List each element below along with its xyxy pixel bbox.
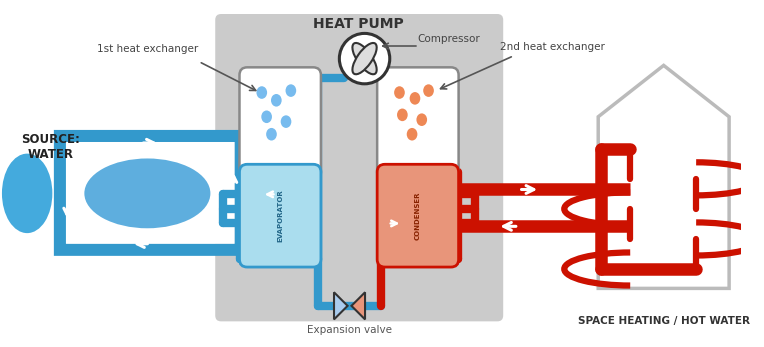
Circle shape xyxy=(339,33,390,84)
Text: HEAT PUMP: HEAT PUMP xyxy=(313,17,404,31)
Text: SOURCE:
WATER: SOURCE: WATER xyxy=(21,133,80,161)
FancyBboxPatch shape xyxy=(377,164,458,267)
Ellipse shape xyxy=(84,159,210,228)
FancyBboxPatch shape xyxy=(66,142,235,244)
Ellipse shape xyxy=(397,109,408,121)
Text: Expansion valve: Expansion valve xyxy=(307,325,392,335)
Ellipse shape xyxy=(352,43,377,74)
Ellipse shape xyxy=(271,94,282,107)
FancyBboxPatch shape xyxy=(239,164,321,267)
Text: 2nd heat exchanger: 2nd heat exchanger xyxy=(500,42,605,52)
Ellipse shape xyxy=(423,84,434,97)
Ellipse shape xyxy=(261,110,272,123)
Ellipse shape xyxy=(416,113,427,126)
Text: 1st heat exchanger: 1st heat exchanger xyxy=(97,44,198,54)
Text: EVAPORATOR: EVAPORATOR xyxy=(277,189,283,242)
FancyBboxPatch shape xyxy=(215,14,503,321)
Text: SPACE HEATING / HOT WATER: SPACE HEATING / HOT WATER xyxy=(578,315,750,325)
Ellipse shape xyxy=(266,128,277,141)
Text: CONDENSER: CONDENSER xyxy=(415,192,421,240)
Ellipse shape xyxy=(2,154,53,233)
FancyBboxPatch shape xyxy=(239,67,321,180)
Polygon shape xyxy=(351,292,365,320)
Ellipse shape xyxy=(257,86,267,99)
Text: Compressor: Compressor xyxy=(417,34,480,44)
Ellipse shape xyxy=(286,84,296,97)
Ellipse shape xyxy=(406,128,417,141)
Ellipse shape xyxy=(352,43,377,74)
FancyBboxPatch shape xyxy=(377,67,458,180)
Ellipse shape xyxy=(410,92,420,105)
Ellipse shape xyxy=(394,86,405,99)
Ellipse shape xyxy=(280,115,291,128)
Polygon shape xyxy=(334,292,348,320)
